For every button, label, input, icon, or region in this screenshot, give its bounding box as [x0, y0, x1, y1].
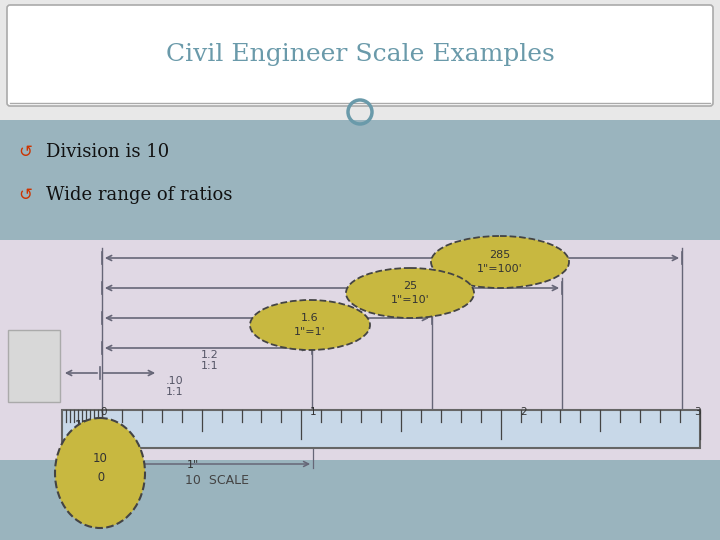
Text: 1.6
1"=1': 1.6 1"=1' — [294, 313, 326, 336]
Bar — [0, 460, 720, 540]
Text: 1": 1" — [186, 460, 199, 470]
Bar — [8, 330, 60, 402]
Text: 1.2: 1.2 — [201, 350, 219, 360]
FancyBboxPatch shape — [7, 5, 713, 106]
Ellipse shape — [346, 268, 474, 318]
Ellipse shape — [55, 418, 145, 528]
Text: 25
1"=10': 25 1"=10' — [391, 281, 429, 305]
Text: 10  SCALE: 10 SCALE — [185, 474, 249, 487]
Text: .10: .10 — [166, 376, 184, 386]
Text: Division is 10: Division is 10 — [46, 143, 169, 161]
Ellipse shape — [250, 300, 370, 350]
Text: Wide range of ratios: Wide range of ratios — [46, 186, 233, 204]
Text: 1:1: 1:1 — [166, 387, 184, 397]
Text: 1:1: 1:1 — [201, 361, 219, 371]
Text: 0: 0 — [101, 407, 107, 417]
Bar — [62, 410, 700, 448]
Text: 10: 10 — [75, 420, 89, 430]
Text: 2: 2 — [521, 407, 527, 417]
Text: 10
 0: 10 0 — [93, 452, 107, 484]
Text: 285
1"=100': 285 1"=100' — [477, 251, 523, 274]
Bar — [0, 120, 720, 240]
Text: ↺: ↺ — [18, 143, 32, 161]
Bar — [0, 240, 720, 460]
Text: 1: 1 — [310, 407, 316, 417]
Text: ↺: ↺ — [18, 186, 32, 204]
Ellipse shape — [431, 236, 569, 288]
Text: Civil Engineer Scale Examples: Civil Engineer Scale Examples — [166, 44, 554, 66]
Text: 3: 3 — [693, 407, 701, 417]
